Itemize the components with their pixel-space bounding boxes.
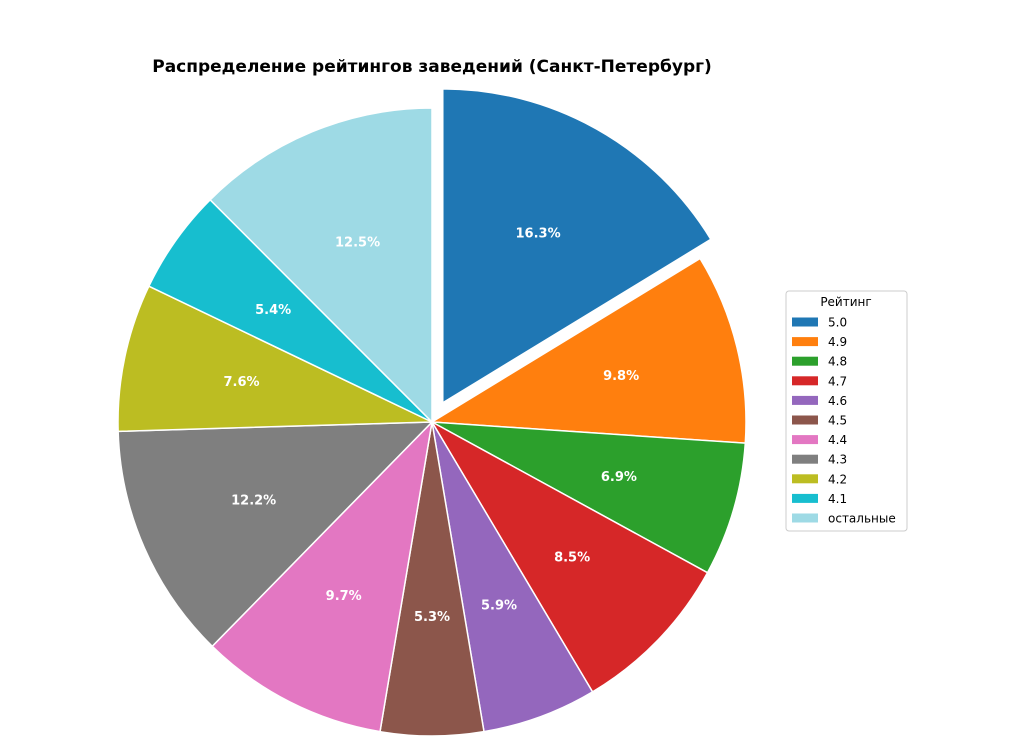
legend-swatch-4.5 <box>792 415 818 425</box>
legend-entry-label: 4.7 <box>828 374 847 388</box>
pie-slice-label: 16.3% <box>516 227 561 242</box>
pie-slice-label: 6.9% <box>601 470 637 485</box>
pie-slice-label: 8.5% <box>554 551 590 566</box>
legend-entry-label: 4.9 <box>828 335 847 349</box>
pie-labels: 16.3% 9.8% 6.9% 8.5% 5.9% 5.3% 9.7% 12.2% 7.6% 5.… <box>224 227 640 626</box>
legend-swatch-4.1 <box>792 493 818 503</box>
legend-frame <box>785 290 908 532</box>
legend-entry-label: 4.8 <box>828 355 847 369</box>
legend-entry-label: 4.3 <box>828 453 847 467</box>
pie-slice-4.8 <box>431 421 747 574</box>
pie-slice-5.0 <box>442 88 712 405</box>
pie-slice-label: 12.2% <box>231 494 276 509</box>
legend-swatch-5.0 <box>792 317 818 327</box>
legend-entry-label: 5.0 <box>828 316 847 330</box>
legend-swatch-4.6 <box>792 395 818 405</box>
pie-slice-label: 5.3% <box>414 610 450 625</box>
legend-swatch-4.2 <box>792 474 818 484</box>
pie-slice-label: 9.7% <box>326 589 362 604</box>
legend-entry-label: 4.6 <box>828 394 847 408</box>
legend-entry-label: 4.4 <box>828 433 847 447</box>
pie-slice-4.4 <box>211 419 434 733</box>
pie-slice-label: 5.4% <box>255 303 291 318</box>
legend-swatch-4.8 <box>792 356 818 366</box>
legend-entry-label: 4.1 <box>828 492 847 506</box>
legend-swatch-4.3 <box>792 454 818 464</box>
legend-swatch-4.4 <box>792 435 818 445</box>
legend-title: Рейтинг <box>820 295 871 309</box>
pie-slice-4.3 <box>117 421 434 648</box>
legend-entry-label: остальные <box>828 512 896 526</box>
legend-entry-label: 4.5 <box>828 414 847 428</box>
pie-slice-4.2 <box>117 285 433 433</box>
pie-slice-label: 7.6% <box>224 375 260 390</box>
legend-entry-label: 4.2 <box>828 472 847 486</box>
pie-slice-4.9 <box>429 257 747 444</box>
chart-title: Распределение рейтингов заведений (Санкт… <box>152 57 712 77</box>
pie-slice-label: 5.9% <box>481 598 517 613</box>
pie-slice-label: 12.5% <box>335 236 380 251</box>
pie-slices <box>117 88 747 737</box>
legend: Рейтинг 5.0 4.9 4.8 4.7 4.6 4.5 4.4 4.3 4.2 4.1 ос… <box>785 290 908 532</box>
legend-swatch-остальные <box>792 513 818 523</box>
pie-slice-остальные <box>209 107 433 424</box>
pie-slice-label: 9.8% <box>603 369 639 384</box>
pie-slice-4.7 <box>429 420 709 693</box>
legend-swatch-4.7 <box>792 376 818 386</box>
legend-swatch-4.9 <box>792 337 818 347</box>
